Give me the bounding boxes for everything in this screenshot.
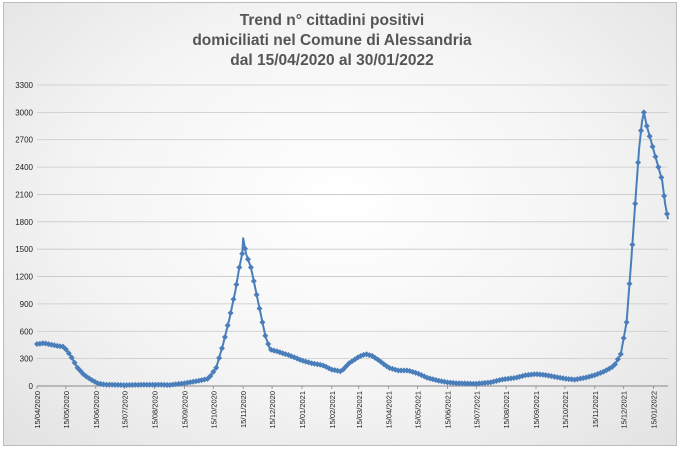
y-tick-label: 3000 bbox=[15, 108, 33, 117]
y-tick-label: 3300 bbox=[15, 81, 33, 90]
data-point-marker bbox=[614, 356, 621, 363]
data-point-marker bbox=[250, 278, 257, 285]
data-point-marker bbox=[219, 345, 225, 352]
data-point-marker bbox=[646, 133, 653, 140]
y-tick-label: 1800 bbox=[15, 218, 33, 227]
data-point-marker bbox=[658, 174, 665, 181]
data-point-marker bbox=[649, 143, 656, 150]
data-point-marker bbox=[652, 153, 659, 160]
data-point-marker bbox=[216, 355, 223, 361]
x-tick-label: 15/11/2020 bbox=[239, 391, 248, 428]
x-tick-label: 15/06/2021 bbox=[443, 391, 452, 429]
x-axis-ticks: 15/04/2020 15/05/2020 15/06/2020 15/07/2020… bbox=[33, 386, 659, 429]
gridlines bbox=[37, 84, 668, 360]
data-point-marker bbox=[638, 127, 644, 134]
y-tick-label: 2700 bbox=[15, 136, 33, 145]
data-point-marker bbox=[635, 159, 642, 166]
data-point-marker bbox=[207, 373, 214, 379]
data-point-marker bbox=[612, 361, 618, 368]
x-tick-label: 15/10/2021 bbox=[561, 391, 570, 429]
chart-title-line-1: Trend n° cittadini positivi bbox=[240, 12, 424, 29]
data-point-marker bbox=[664, 210, 670, 217]
x-tick-label: 15/01/2022 bbox=[650, 391, 659, 429]
data-point-marker bbox=[655, 164, 662, 171]
x-tick-label: 15/10/2020 bbox=[209, 391, 218, 429]
data-point-marker bbox=[265, 341, 272, 347]
data-point-marker bbox=[210, 368, 217, 375]
x-tick-label: 15/01/2021 bbox=[298, 391, 307, 429]
y-tick-label: 300 bbox=[20, 355, 34, 364]
data-point-marker bbox=[510, 375, 517, 381]
series-line bbox=[36, 111, 669, 387]
x-tick-label: 15/07/2020 bbox=[121, 391, 130, 429]
x-tick-label: 15/08/2020 bbox=[151, 391, 160, 429]
data-point-marker bbox=[239, 250, 246, 257]
x-tick-label: 15/05/2020 bbox=[62, 391, 71, 429]
x-tick-label: 15/11/2021 bbox=[591, 391, 600, 428]
x-tick-label: 15/05/2021 bbox=[414, 391, 423, 429]
x-tick-label: 15/08/2021 bbox=[502, 391, 511, 429]
data-point-marker bbox=[242, 245, 249, 252]
data-point-marker bbox=[620, 335, 627, 342]
data-point-marker bbox=[623, 319, 630, 326]
x-tick-label: 15/04/2020 bbox=[33, 391, 42, 429]
data-point-marker bbox=[230, 296, 237, 303]
y-tick-label: 900 bbox=[20, 300, 34, 309]
y-tick-label: 1500 bbox=[15, 245, 33, 254]
data-point-marker bbox=[617, 351, 624, 358]
y-axis-ticks: 0 300 600 900 1200 1500 1800 2100 2400 2700 3000 33… bbox=[15, 81, 33, 391]
data-point-marker bbox=[626, 280, 633, 287]
data-point-marker bbox=[632, 200, 639, 207]
data-point-marker bbox=[65, 350, 72, 357]
data-point-marker bbox=[236, 264, 243, 271]
data-point-marker bbox=[62, 346, 69, 353]
data-point-marker bbox=[221, 334, 228, 341]
data-point-marker bbox=[256, 305, 263, 312]
data-point-marker bbox=[262, 332, 269, 339]
data-point-marker bbox=[74, 364, 81, 371]
data-point-marker bbox=[247, 264, 254, 271]
data-point-marker bbox=[259, 319, 266, 326]
y-tick-label: 0 bbox=[29, 382, 34, 391]
chart-title-line-2: domiciliati nel Comune di Alessandria bbox=[192, 32, 472, 49]
data-point-marker bbox=[640, 109, 647, 116]
x-tick-label: 15/09/2021 bbox=[532, 391, 541, 429]
y-tick-label: 600 bbox=[20, 327, 34, 336]
data-point-marker bbox=[224, 322, 231, 329]
y-tick-label: 1200 bbox=[15, 273, 33, 282]
data-point-marker bbox=[68, 354, 75, 361]
x-tick-label: 15/04/2021 bbox=[385, 391, 394, 429]
data-point-marker bbox=[643, 123, 650, 129]
chart-title-line-3: dal 15/04/2020 al 30/01/2022 bbox=[230, 52, 433, 69]
x-tick-label: 15/06/2020 bbox=[92, 391, 101, 429]
y-tick-label: 2400 bbox=[15, 163, 33, 172]
plot-area bbox=[34, 109, 670, 389]
data-point-marker bbox=[233, 281, 240, 288]
data-point-marker bbox=[227, 310, 234, 316]
y-tick-label: 2100 bbox=[15, 190, 33, 199]
line-chart: Trend n° cittadini positivi domiciliati … bbox=[15, 12, 670, 429]
data-point-marker bbox=[629, 241, 636, 248]
x-tick-label: 15/03/2021 bbox=[355, 391, 364, 429]
x-tick-label: 15/12/2020 bbox=[268, 391, 277, 429]
data-point-marker bbox=[661, 193, 668, 199]
x-tick-label: 15/09/2020 bbox=[180, 391, 189, 429]
x-tick-label: 15/07/2021 bbox=[472, 391, 481, 429]
data-point-marker bbox=[340, 366, 347, 373]
data-point-marker bbox=[71, 359, 78, 366]
chart-frame: Trend n° cittadini positivi domiciliati … bbox=[3, 2, 677, 446]
data-point-marker bbox=[213, 364, 220, 371]
x-tick-label: 15/12/2021 bbox=[620, 391, 629, 429]
data-point-marker bbox=[253, 291, 260, 298]
data-point-marker bbox=[245, 256, 251, 263]
x-tick-label: 15/02/2021 bbox=[328, 391, 337, 429]
